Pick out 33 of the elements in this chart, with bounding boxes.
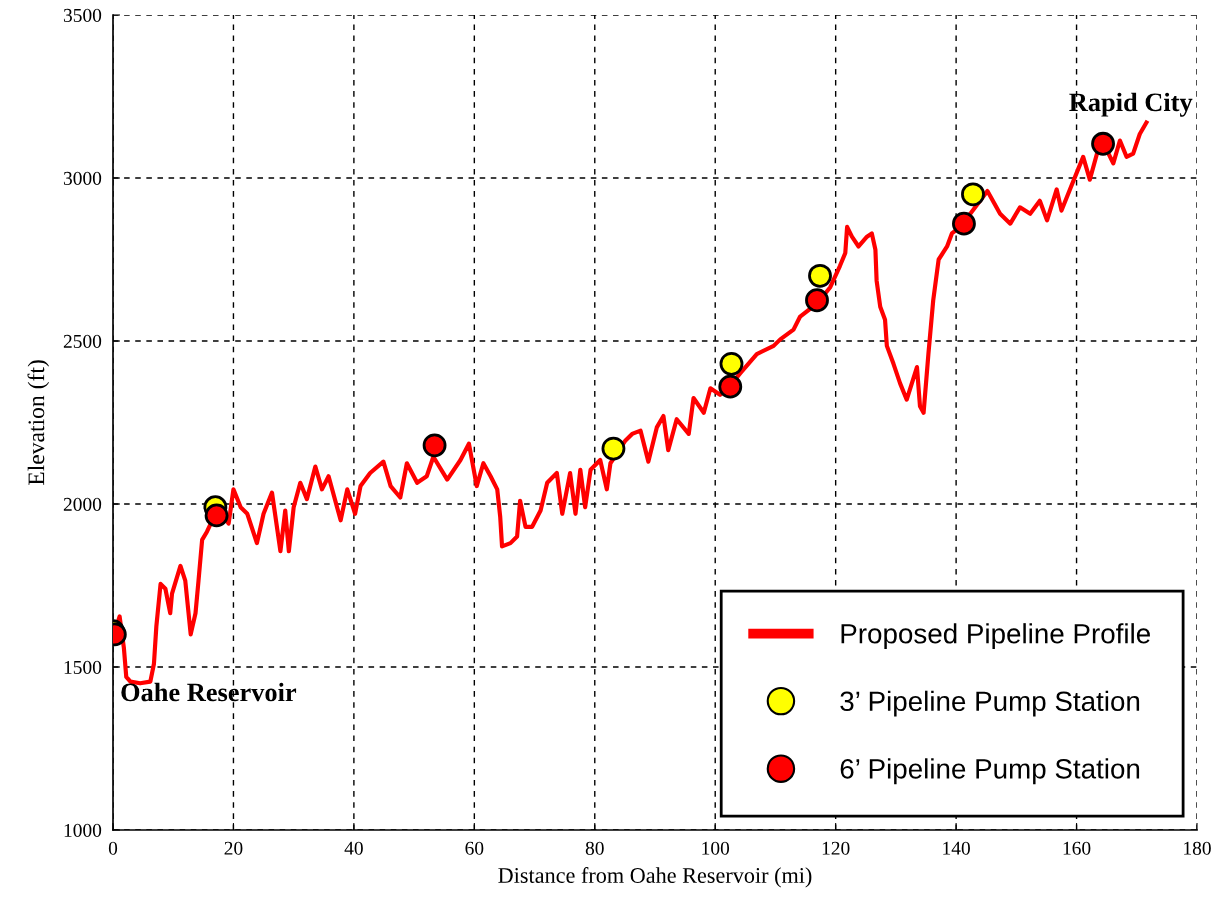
x-tick-label: 80 [585,841,604,855]
point [719,351,744,376]
y-tick-label: 1500 [64,660,102,674]
y-tick-label: 3500 [63,8,102,22]
x-tick-label: 0 [108,841,118,855]
x-tick-label: 120 [822,841,850,855]
x-tick-label: 20 [224,841,243,855]
point [422,433,447,458]
x-tick-label: 140 [943,841,970,855]
x-tick-label: 160 [1063,841,1091,855]
point [718,374,743,399]
point [1091,131,1115,156]
x-tick-label: 180 [1184,841,1211,855]
legend-label: 3’ Pipeline Pump Station [840,690,1140,717]
point [808,263,832,288]
y-tick-label: 2500 [63,334,102,348]
y-tick-label: 1000 [64,823,102,837]
y-axis-title: Elevation (ft) [27,360,50,486]
x-tick-label: 40 [344,841,363,855]
annotation: Rapid City [1069,92,1193,117]
point [805,288,829,313]
x-axis-title: Distance from Oahe Reservoir (mi) [498,867,812,888]
y-tick-label: 2000 [63,497,102,511]
point [952,211,976,236]
point [204,503,229,528]
legend-label: 6’ Pipeline Pump Station [840,758,1140,785]
legend-label: Proposed Pipeline Profile [841,623,1150,650]
y-tick-label: 3000 [63,171,102,185]
point [961,182,985,207]
point [601,436,626,461]
x-tick-label: 100 [702,841,730,855]
x-tick-label: 60 [465,841,484,855]
annotation: Oahe Reservoir [121,682,297,702]
